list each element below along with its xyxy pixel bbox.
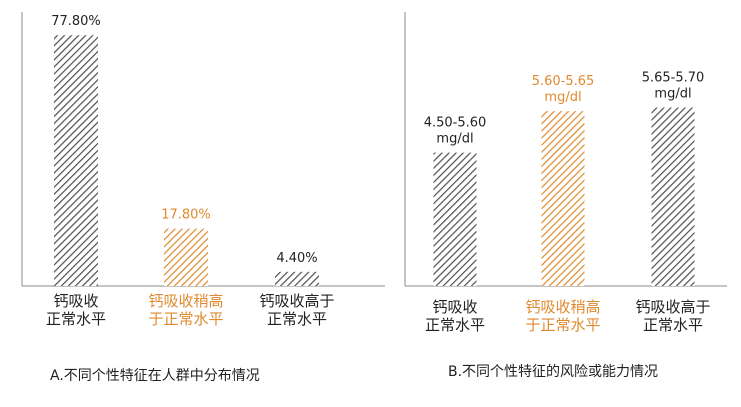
- panel-a-category-label-3-line-1: 钙吸收高于: [259, 292, 334, 310]
- panel-a-category-label-3-line-2: 正常水平: [267, 310, 327, 328]
- panel-a-caption: A.不同个性特征在人群中分布情况: [50, 368, 260, 384]
- panel-b-caption: B.不同个性特征的风险或能力情况: [448, 364, 658, 380]
- panel-b-category-label-1-line-1: 钙吸收: [432, 298, 477, 316]
- panel-a-category-label-1-line-1: 钙吸收: [53, 292, 98, 310]
- panel-a-category-label-1-line-2: 正常水平: [46, 310, 106, 328]
- panel-b-category-label-3-line-1: 钙吸收高于: [635, 298, 710, 316]
- panel-b-bar-3: [651, 107, 695, 286]
- panel-b-data-label-3-line-2: mg/dl: [654, 87, 691, 102]
- panel-b-data-label-2-line-2: mg/dl: [544, 90, 581, 105]
- panel-a-data-label-3: 4.40%: [276, 251, 317, 266]
- panel-b-data-label-1-line-2: mg/dl: [436, 132, 473, 147]
- panel-a-bar-3: [275, 271, 319, 286]
- panel-b-bar-1: [433, 152, 477, 286]
- panel-a-data-label-1: 77.80%: [51, 14, 101, 29]
- panel-b-category-label-1-line-2: 正常水平: [425, 316, 485, 334]
- panel-b-data-label-1-line-1: 4.50-5.60: [424, 116, 487, 131]
- panel-b-category-label-3-line-2: 正常水平: [643, 316, 703, 334]
- panel-a-category-label-2-line-1: 钙吸收稍高: [148, 292, 223, 310]
- panel-a-bar-1: [54, 35, 98, 286]
- panel-a-data-label-2: 17.80%: [161, 208, 211, 223]
- panel-b-bar-2: [541, 111, 585, 286]
- panel-b-category-label-2-line-1: 钙吸收稍高: [525, 298, 600, 316]
- panel-a-category-label-2-line-2: 于正常水平: [148, 310, 223, 328]
- panel-b-data-label-2-line-1: 5.60-5.65: [532, 74, 595, 89]
- panel-a-bar-2: [164, 228, 208, 286]
- panel-b-data-label-3-line-1: 5.65-5.70: [642, 71, 705, 86]
- panel-b-category-label-2-line-2: 于正常水平: [525, 316, 600, 334]
